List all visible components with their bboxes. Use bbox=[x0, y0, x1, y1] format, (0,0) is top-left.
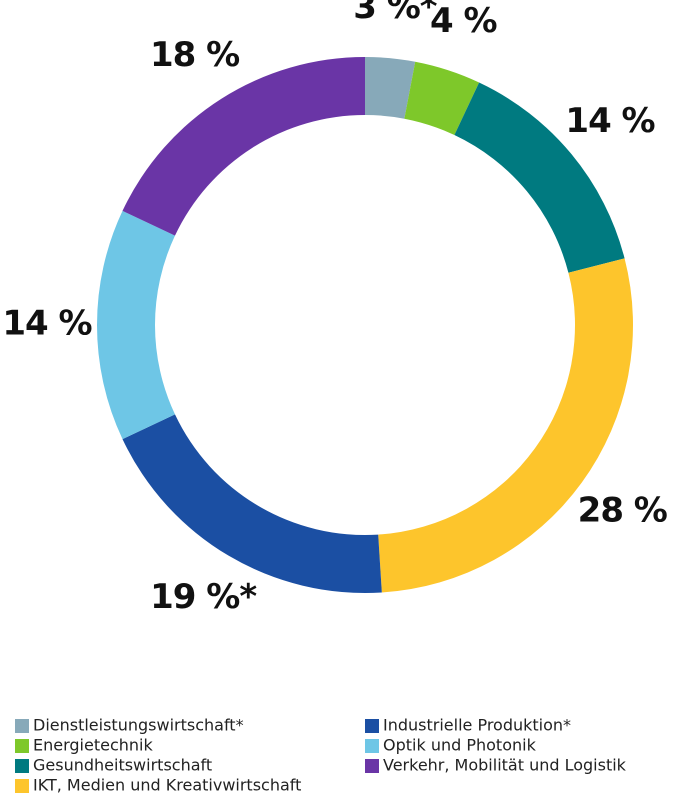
value-label: 28 % bbox=[578, 490, 667, 530]
value-label: 19 %* bbox=[150, 577, 257, 617]
legend-label: IKT, Medien und Kreativwirtschaft bbox=[33, 776, 301, 795]
legend-label: Verkehr, Mobilität und Logistik bbox=[383, 756, 627, 775]
legend-swatch bbox=[15, 739, 29, 753]
value-label: 18 % bbox=[150, 35, 239, 75]
donut-segment bbox=[454, 82, 625, 273]
donut-segment bbox=[365, 57, 416, 119]
legend-swatch bbox=[15, 719, 29, 733]
value-label: 14 % bbox=[565, 101, 654, 141]
donut-segment bbox=[96, 210, 175, 440]
donut-segment bbox=[378, 258, 633, 593]
value-label: 4 % bbox=[430, 1, 497, 41]
value-label: 3 %* bbox=[353, 0, 438, 27]
legend-label: Gesundheitswirtschaft bbox=[33, 756, 212, 775]
legend-swatch bbox=[365, 739, 379, 753]
legend-swatch bbox=[15, 779, 29, 793]
donut-segment bbox=[122, 414, 382, 594]
legend-label: Energietechnik bbox=[33, 736, 153, 755]
donut-segment bbox=[122, 57, 365, 236]
donut-segment bbox=[404, 61, 480, 135]
legend-label: Optik und Photonik bbox=[383, 736, 537, 755]
legend-label: Dienstleistungswirtschaft* bbox=[33, 716, 244, 735]
value-label: 14 % bbox=[2, 304, 91, 344]
legend-swatch bbox=[15, 759, 29, 773]
legend-label: Industrielle Produktion* bbox=[383, 716, 571, 735]
legend-swatch bbox=[365, 719, 379, 733]
legend-swatch bbox=[365, 759, 379, 773]
